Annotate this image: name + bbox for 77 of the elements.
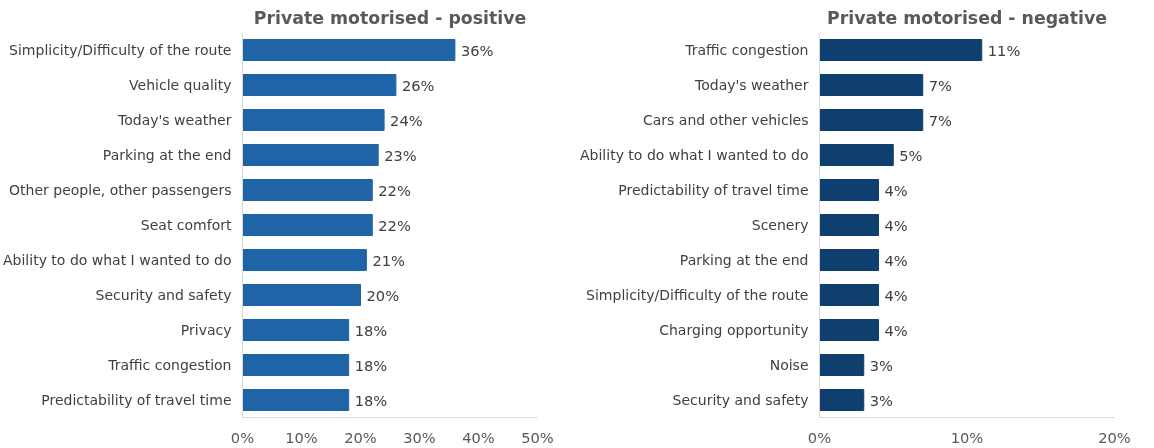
data-label: 4% — [884, 251, 908, 269]
bar — [242, 109, 385, 131]
bar — [819, 144, 894, 166]
data-label: 7% — [928, 111, 953, 129]
bar — [242, 144, 379, 166]
data-label: 18% — [354, 321, 388, 339]
y-tick-label: Predictability of travel time — [618, 182, 809, 198]
y-tick-label: Security and safety — [672, 392, 809, 408]
y-tick-label: Other people, other passengers — [9, 182, 232, 198]
bar — [242, 389, 350, 411]
x-tick-label: 10% — [285, 428, 318, 446]
y-tick-label: Predictability of travel time — [41, 392, 232, 408]
data-label: 4% — [884, 181, 908, 199]
data-label: 11% — [987, 41, 1021, 59]
bar — [819, 249, 879, 271]
y-tick-label: Cars and other vehicles — [642, 112, 809, 128]
bar — [242, 319, 350, 341]
chart-title: Private motorised - negative — [826, 7, 1108, 28]
x-tick-label: 40% — [462, 428, 495, 446]
data-label: 22% — [378, 181, 411, 199]
data-label: 4% — [884, 286, 908, 304]
bar — [819, 109, 924, 131]
y-tick-label: Security and safety — [95, 287, 232, 303]
bar — [819, 284, 879, 306]
bar — [819, 389, 865, 411]
x-tick-label: 0% — [807, 428, 832, 446]
data-label: 4% — [884, 216, 908, 234]
bar — [242, 39, 456, 61]
y-tick-label: Scenery — [751, 217, 809, 233]
bar — [242, 179, 373, 201]
data-label: 7% — [928, 76, 953, 94]
data-label: 3% — [869, 356, 894, 374]
chart-title: Private motorised - positive — [253, 7, 527, 28]
y-tick-label: Noise — [769, 357, 809, 373]
bar — [242, 284, 361, 306]
y-tick-label: Ability to do what I wanted to do — [3, 252, 232, 268]
y-tick-label: Ability to do what I wanted to do — [580, 147, 809, 163]
bar — [819, 179, 879, 201]
x-tick-label: 0% — [230, 428, 255, 446]
y-tick-label: Traffic congestion — [107, 357, 232, 373]
data-label: 18% — [354, 356, 388, 374]
y-tick-label: Today's weather — [694, 77, 809, 93]
y-tick-label: Parking at the end — [102, 147, 232, 163]
data-label: 21% — [372, 251, 406, 269]
y-tick-label: Today's weather — [117, 112, 232, 128]
bar — [819, 319, 879, 341]
data-label: 23% — [384, 146, 417, 164]
y-tick-label: Vehicle quality — [129, 77, 232, 93]
y-tick-label: Simplicity/Difficulty of the route — [586, 287, 809, 303]
data-label: 20% — [366, 286, 400, 304]
data-label: 24% — [390, 111, 423, 129]
data-label: 5% — [899, 146, 923, 164]
bar — [819, 39, 983, 61]
bar — [242, 354, 350, 376]
y-tick-label: Privacy — [180, 322, 232, 338]
bar — [819, 354, 865, 376]
bar — [242, 214, 373, 236]
x-tick-label: 20% — [344, 428, 377, 446]
data-label: 22% — [378, 216, 411, 234]
bar — [242, 74, 397, 96]
data-label: 26% — [401, 76, 435, 94]
x-tick-label: 30% — [403, 428, 436, 446]
y-tick-label: Traffic congestion — [684, 42, 809, 58]
x-tick-label: 10% — [950, 428, 984, 446]
bar — [242, 249, 367, 271]
data-label: 3% — [869, 391, 894, 409]
y-tick-label: Seat comfort — [140, 217, 233, 233]
x-tick-label: 20% — [1098, 428, 1131, 446]
bar — [819, 74, 924, 96]
bar — [819, 214, 879, 236]
x-tick-label: 50% — [521, 428, 554, 446]
data-label: 18% — [354, 391, 388, 409]
data-label: 4% — [884, 321, 908, 339]
y-tick-label: Charging opportunity — [659, 322, 809, 338]
data-label: 36% — [460, 41, 494, 59]
y-tick-label: Parking at the end — [679, 252, 809, 268]
y-tick-label: Simplicity/Difficulty of the route — [9, 42, 232, 58]
